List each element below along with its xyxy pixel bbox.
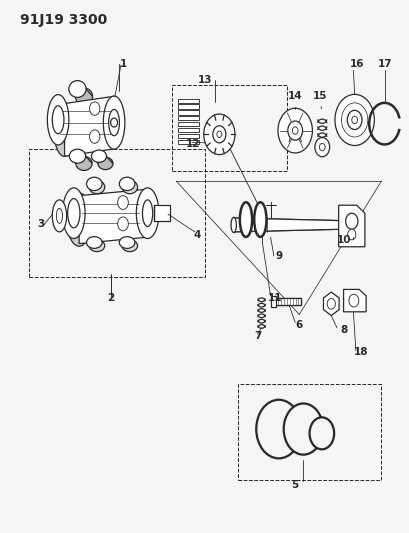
Circle shape — [117, 196, 128, 209]
Ellipse shape — [239, 203, 252, 237]
Text: 15: 15 — [312, 91, 326, 101]
Polygon shape — [79, 189, 147, 244]
Text: 5: 5 — [291, 480, 298, 490]
Circle shape — [212, 126, 225, 143]
Ellipse shape — [67, 198, 80, 228]
Bar — [178, 110, 198, 115]
Bar — [273, 298, 300, 305]
Bar — [29, 149, 204, 277]
Polygon shape — [233, 218, 351, 232]
Circle shape — [351, 116, 357, 124]
Circle shape — [326, 298, 335, 309]
Ellipse shape — [69, 80, 86, 98]
Bar — [153, 205, 170, 221]
Text: 1: 1 — [119, 59, 126, 69]
Text: 14: 14 — [287, 91, 302, 101]
Circle shape — [319, 143, 324, 151]
Circle shape — [341, 103, 367, 137]
Ellipse shape — [103, 96, 124, 149]
Ellipse shape — [47, 94, 69, 145]
Ellipse shape — [122, 180, 137, 193]
Ellipse shape — [122, 240, 137, 252]
Ellipse shape — [91, 150, 106, 163]
Circle shape — [292, 127, 297, 134]
Polygon shape — [343, 289, 365, 312]
Ellipse shape — [98, 157, 113, 169]
Ellipse shape — [86, 177, 102, 191]
Circle shape — [345, 213, 357, 229]
Bar — [178, 134, 198, 138]
Circle shape — [309, 417, 333, 449]
Bar — [172, 85, 286, 171]
Circle shape — [287, 121, 302, 140]
Text: 9: 9 — [274, 251, 282, 261]
Polygon shape — [338, 205, 364, 247]
Text: 7: 7 — [254, 331, 261, 341]
Bar — [273, 298, 300, 305]
Bar — [178, 104, 198, 109]
Bar — [178, 116, 198, 120]
Text: 13: 13 — [197, 75, 212, 85]
Text: 4: 4 — [193, 230, 200, 239]
Circle shape — [89, 102, 100, 115]
Ellipse shape — [108, 109, 119, 136]
Ellipse shape — [89, 240, 105, 252]
Polygon shape — [64, 96, 114, 156]
Circle shape — [277, 108, 312, 153]
Ellipse shape — [63, 188, 85, 239]
Text: 91J19 3300: 91J19 3300 — [20, 13, 108, 27]
Text: 3: 3 — [37, 219, 45, 229]
Ellipse shape — [56, 208, 62, 223]
Ellipse shape — [142, 200, 152, 227]
Ellipse shape — [231, 217, 236, 232]
Circle shape — [283, 403, 322, 455]
Text: 10: 10 — [336, 235, 351, 245]
Circle shape — [348, 294, 358, 307]
Ellipse shape — [119, 177, 135, 191]
Bar — [237, 384, 380, 480]
Text: 6: 6 — [295, 320, 302, 330]
Bar — [178, 122, 198, 126]
Text: 12: 12 — [185, 139, 200, 149]
Ellipse shape — [52, 200, 67, 232]
Circle shape — [346, 110, 361, 130]
Ellipse shape — [75, 88, 92, 104]
Ellipse shape — [54, 103, 75, 157]
Circle shape — [216, 131, 221, 138]
Circle shape — [110, 118, 117, 127]
Circle shape — [117, 217, 128, 231]
Circle shape — [89, 130, 100, 143]
Ellipse shape — [89, 180, 105, 193]
Ellipse shape — [67, 193, 91, 246]
Ellipse shape — [52, 106, 64, 134]
Ellipse shape — [69, 149, 85, 163]
Ellipse shape — [136, 188, 159, 239]
Text: 8: 8 — [340, 326, 347, 335]
Circle shape — [334, 94, 373, 146]
Circle shape — [203, 114, 234, 155]
Circle shape — [347, 229, 355, 240]
Text: 2: 2 — [107, 294, 114, 303]
Text: 18: 18 — [353, 347, 367, 357]
Bar — [178, 140, 198, 144]
Text: 16: 16 — [348, 59, 363, 69]
Ellipse shape — [86, 237, 102, 248]
Text: 11: 11 — [267, 294, 281, 303]
Polygon shape — [323, 292, 338, 316]
Text: 17: 17 — [377, 59, 392, 69]
Ellipse shape — [254, 203, 266, 237]
Circle shape — [314, 138, 329, 157]
Ellipse shape — [76, 157, 92, 171]
Circle shape — [256, 400, 301, 458]
Bar — [178, 128, 198, 132]
Ellipse shape — [119, 237, 135, 248]
Bar — [178, 99, 198, 103]
Bar — [270, 296, 275, 307]
